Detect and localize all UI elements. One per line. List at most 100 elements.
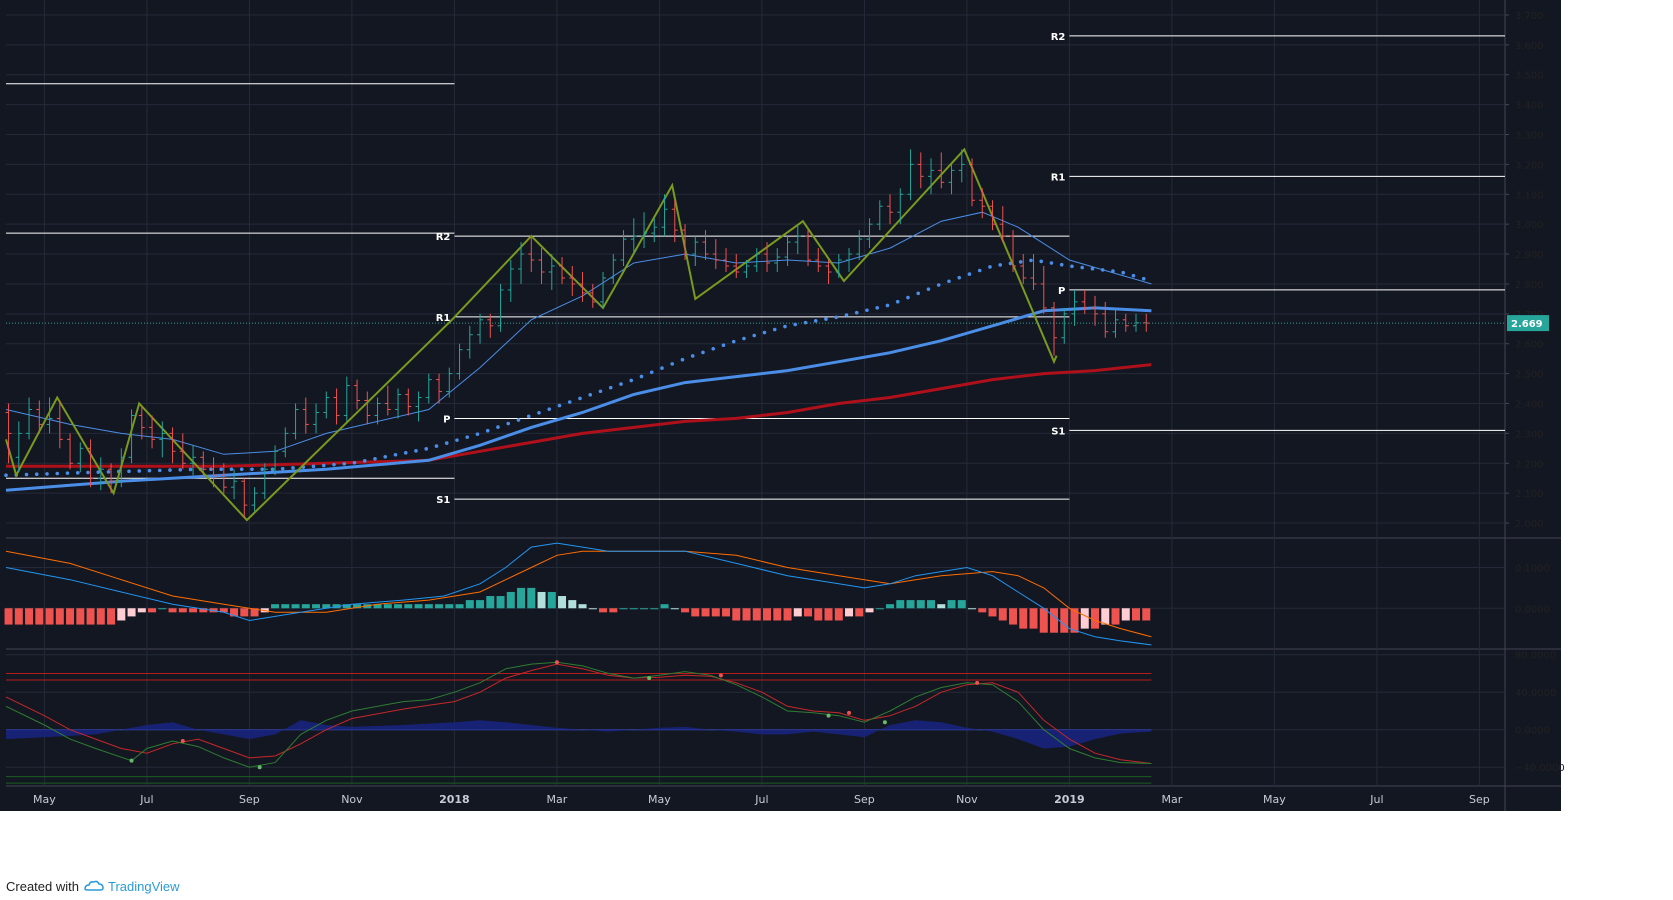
ohlc-bar	[415, 391, 422, 422]
ohlc-bar	[282, 427, 289, 458]
macd-histogram-bar	[927, 600, 936, 609]
pivot-level-label: R2	[1051, 32, 1066, 43]
ohlc-bar	[928, 158, 935, 195]
sar-dot	[1090, 266, 1095, 271]
sar-dot	[321, 463, 326, 468]
sar-dot	[537, 410, 541, 415]
macd-histogram-bar	[107, 608, 116, 625]
ohlc-bar	[538, 248, 545, 284]
created-with-label: Created with	[6, 878, 79, 894]
macd-histogram-bar	[45, 608, 54, 625]
ohlc-bar	[1112, 307, 1119, 338]
sar-dot	[865, 308, 869, 313]
macd-histogram-bar	[1091, 608, 1100, 629]
sar-dot	[1029, 258, 1033, 263]
ohlc-bar	[364, 391, 371, 425]
macd-histogram-bar	[650, 608, 659, 610]
osc-y-tick-label: −40.0000	[1515, 763, 1565, 774]
sar-dot	[1070, 264, 1074, 269]
macd-histogram-bar	[834, 608, 843, 621]
attribution-footer: Created with TradingView	[6, 876, 180, 896]
ohlc-bar	[917, 152, 924, 189]
ohlc-bar	[15, 421, 22, 473]
ohlc-bar	[610, 254, 617, 284]
sar-dot	[311, 464, 316, 469]
ohlc-bar	[487, 313, 494, 338]
chart-background	[0, 0, 1673, 811]
sar-dot	[280, 466, 285, 471]
sar-dot	[55, 471, 60, 476]
sar-dot	[752, 333, 757, 338]
sar-dot	[906, 295, 910, 300]
sar-dot	[393, 453, 398, 457]
tradingview-brand-link[interactable]: TradingView	[107, 878, 180, 894]
macd-histogram-bar	[896, 600, 905, 609]
sar-dot	[1018, 260, 1023, 264]
ohlc-bar	[887, 194, 894, 225]
sar-dot	[1121, 270, 1126, 275]
ohlc-bar	[856, 230, 863, 261]
sar-dot	[1141, 276, 1146, 281]
macd-histogram-bar	[855, 608, 864, 617]
sar-dot	[813, 319, 818, 323]
sar-dot	[742, 336, 746, 341]
last-price-badge	[1507, 315, 1549, 332]
ohlc-bar	[958, 149, 965, 183]
x-tick-label: Sep	[854, 793, 875, 806]
x-tick-label: May	[33, 793, 56, 806]
macd-line	[5, 542, 1152, 646]
x-tick-label: Nov	[956, 793, 978, 806]
macd-histogram-bar	[117, 608, 126, 621]
macd-histogram-bar	[537, 591, 546, 609]
osc-fill-area	[6, 720, 1152, 749]
ohlc-bar	[815, 248, 822, 272]
sar-dot	[619, 382, 623, 386]
y-tick-label: 3.600	[1515, 41, 1544, 52]
sar-dot	[506, 421, 511, 426]
last-price-label: 2.669	[1511, 319, 1543, 330]
sar-dot	[291, 466, 295, 470]
sar-dot	[1049, 261, 1054, 265]
macd-histogram-bar	[445, 604, 454, 609]
sar-dot	[24, 472, 29, 477]
ohlc-bar	[671, 200, 678, 243]
ohlc-bar	[220, 463, 227, 494]
sar-dot	[1080, 265, 1085, 270]
ohlc-bar	[989, 200, 996, 231]
macd-histogram-bar	[281, 604, 290, 609]
osc-y-tick-label: 40.0000	[1515, 688, 1556, 699]
sar-dot	[936, 283, 941, 287]
sar-dot	[680, 357, 685, 362]
macd-histogram-bar	[178, 608, 187, 613]
ma-mid-line	[5, 306, 1152, 492]
osc-y-tick-label: 80.0000	[1515, 651, 1556, 662]
ohlc-bar	[559, 257, 566, 284]
ohlc-bar	[733, 254, 740, 278]
ohlc-bar	[313, 403, 320, 434]
x-tick-label: Nov	[341, 793, 363, 806]
sar-dot	[127, 469, 131, 474]
sar-dot	[424, 447, 429, 451]
pivot-level-label: R2	[436, 232, 451, 243]
sar-dot	[86, 470, 90, 475]
macd-histogram-bar	[301, 604, 310, 609]
ohlc-bar	[36, 400, 43, 434]
ohlc-bar	[190, 445, 197, 476]
y-tick-label: 3.000	[1515, 220, 1544, 231]
sar-dot	[670, 362, 675, 366]
sar-dot	[895, 299, 900, 304]
ohlc-bar	[97, 457, 104, 491]
ohlc-bar	[67, 433, 74, 470]
pivot-level-label: P	[1058, 286, 1065, 297]
ohlc-bar	[1102, 301, 1109, 338]
osc-cross-point	[647, 676, 652, 681]
ohlc-bar	[1061, 307, 1068, 344]
ohlc-bar	[753, 248, 760, 272]
macd-histogram-bar	[1111, 608, 1120, 625]
sar-dot	[772, 327, 777, 332]
ohlc-bar	[805, 230, 812, 267]
ohlc-bar	[159, 421, 166, 458]
ohlc-bar	[897, 188, 904, 225]
macd-histogram-bar	[342, 604, 351, 609]
x-tick-label: 2019	[1054, 793, 1085, 806]
